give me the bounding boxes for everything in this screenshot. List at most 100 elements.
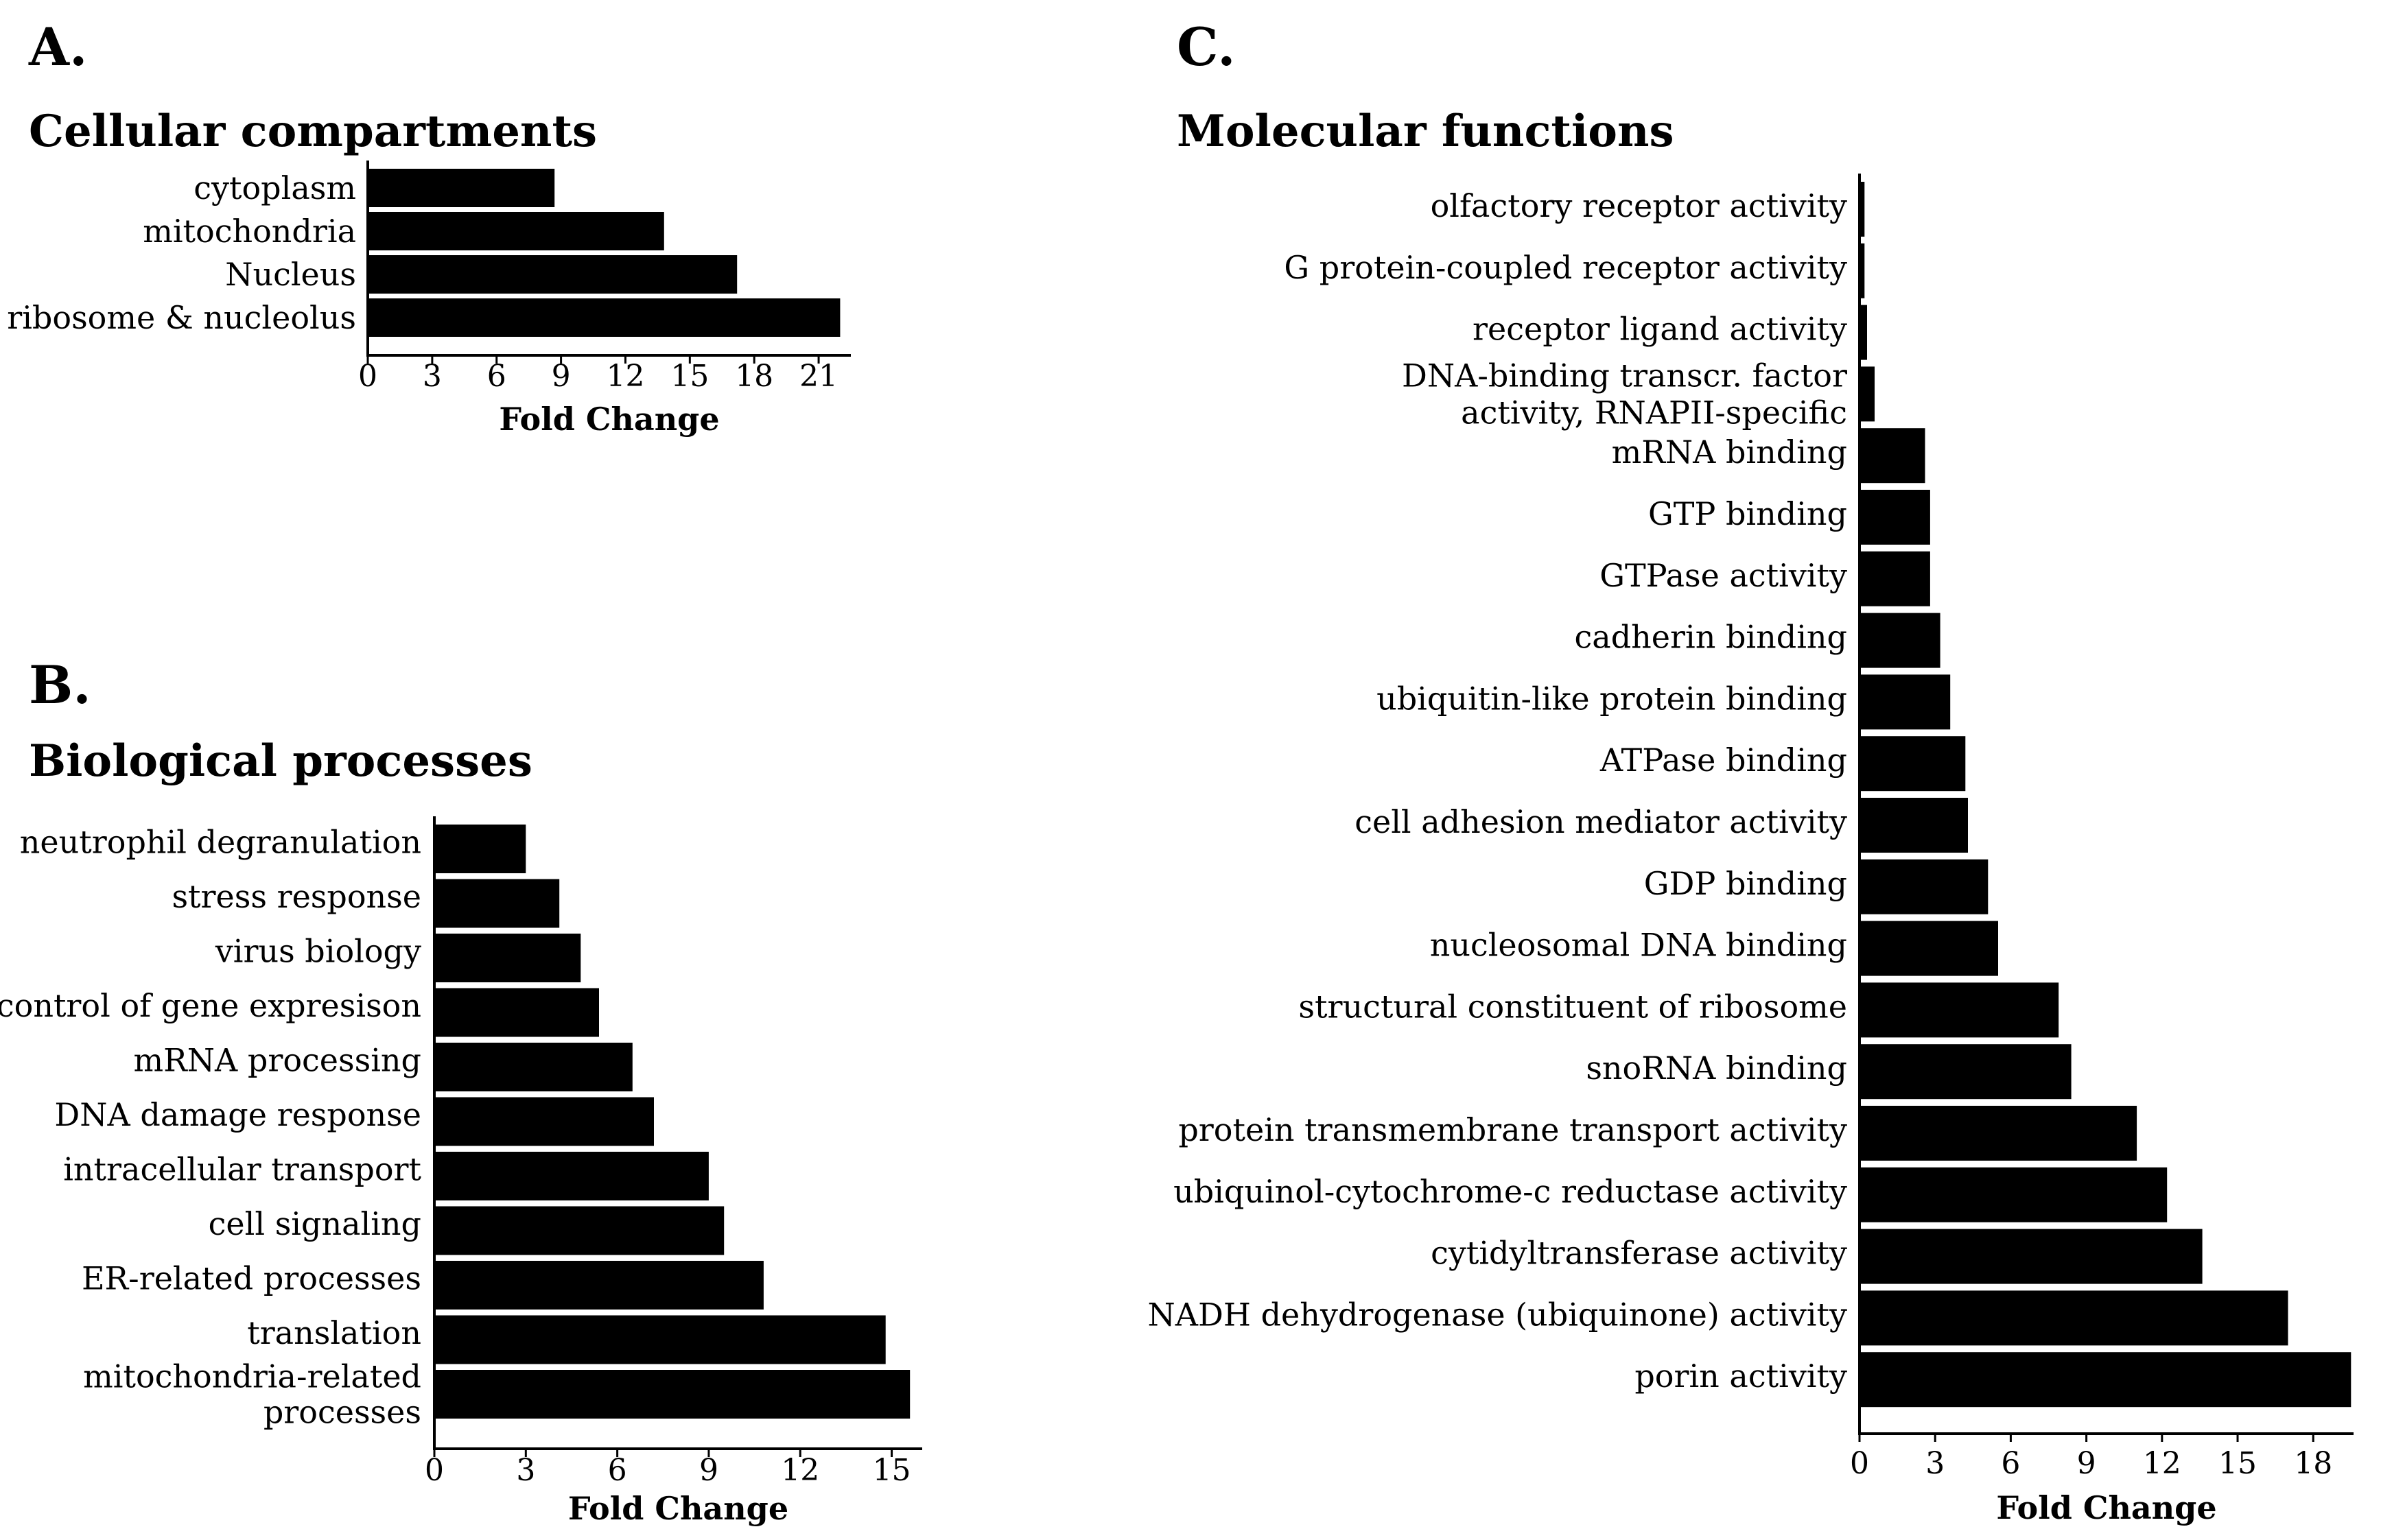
bar-mrna-processing [434, 1043, 633, 1091]
x-tick-label: 9 [699, 1453, 718, 1488]
panel-cellular-compartments: A. Cellular compartments cytoplasm mitochon… [7, 16, 851, 438]
category-label: Nucleus [225, 256, 356, 293]
bar-nucleus [368, 255, 738, 294]
bar-dna-binding-transcr-factor-activity-rnapii-specific [1860, 366, 1875, 422]
panel-title: Biological processes [29, 735, 532, 787]
category-label: GDP binding [1644, 865, 1847, 902]
category-label: snoRNA binding [1586, 1050, 1847, 1087]
bar-intracellular-transport [434, 1152, 709, 1200]
bar-olfactory-receptor-activity [1860, 182, 1865, 237]
x-tick-label: 6 [487, 359, 506, 394]
panel-letter: A. [28, 16, 87, 78]
x-tick-label: 12 [606, 359, 644, 394]
category-label-line: mitochondria-related [83, 1358, 421, 1395]
category-label: GTPase activity [1599, 557, 1847, 594]
bar-gdp-binding [1860, 859, 1989, 914]
x-tick-label: 3 [1925, 1446, 1945, 1481]
x-tick-label: 15 [2218, 1446, 2257, 1481]
category-label: DNA damage response [54, 1096, 421, 1133]
bar-control-of-gene-expresison [434, 988, 599, 1037]
bar-nadh-dehydrogenase-ubiquinone-activity [1860, 1290, 2288, 1346]
bar-virus-biology [434, 934, 581, 982]
x-tick-label: 6 [2001, 1446, 2020, 1481]
category-label: control of gene expresison [0, 987, 421, 1024]
panel-molecular-functions: C. Molecular functions olfactory receptor … [1148, 16, 2354, 1526]
x-tick-label: 9 [2077, 1446, 2096, 1481]
x-axis-title: Fold Change [499, 401, 719, 438]
bar-cytidyltransferase-activity [1860, 1229, 2203, 1284]
x-tick-label: 12 [781, 1453, 819, 1488]
category-label: DNA-binding transcr. factor activity, RNA… [1402, 357, 1847, 431]
category-label-line: DNA-binding transcr. factor [1402, 357, 1847, 394]
x-tick-label: 12 [2143, 1446, 2181, 1481]
category-label: translation [247, 1314, 421, 1351]
category-label: olfactory receptor activity [1431, 187, 1847, 224]
category-label: ER-related processes [82, 1260, 421, 1297]
bar-atpase-binding [1860, 736, 1966, 792]
bar-protein-transmembrane-transport-activity [1860, 1106, 2137, 1161]
category-label: nucleosomal DNA binding [1430, 927, 1847, 964]
category-label: cell adhesion mediator activity [1354, 803, 1847, 840]
category-label: G protein-coupled receptor activity [1284, 249, 1847, 286]
category-label: intracellular transport [63, 1151, 421, 1188]
category-label: neutrophil degranulation [20, 824, 421, 861]
category-label: mRNA binding [1612, 434, 1847, 471]
category-label: cytoplasm [193, 169, 356, 206]
bar-mrna-binding [1860, 428, 1925, 484]
x-tick-label: 6 [608, 1453, 627, 1488]
bar-er-related-processes [434, 1261, 764, 1310]
x-tick-label: 9 [552, 359, 571, 394]
panel-letter: C. [1177, 16, 1236, 78]
bar-translation [434, 1315, 886, 1364]
bar-dna-damage-response [434, 1097, 654, 1146]
category-label: NADH dehydrogenase (ubiquinone) activity [1148, 1296, 1847, 1333]
category-label: cytidyltransferase activity [1431, 1235, 1847, 1272]
x-tick-label: 15 [670, 359, 709, 394]
category-label: ATPase binding [1599, 742, 1847, 779]
bar-nucleosomal-dna-binding [1860, 921, 1998, 976]
category-label: protein transmembrane transport activity [1178, 1111, 1847, 1148]
x-axis-title: Fold Change [1996, 1489, 2216, 1526]
category-label: mRNA processing [134, 1042, 421, 1079]
bar-mitochondria [368, 212, 664, 250]
category-label: cadherin binding [1575, 619, 1847, 656]
category-label: ribosome & nucleolus [7, 299, 356, 336]
x-tick-label: 0 [1850, 1446, 1869, 1481]
x-tick-label: 18 [735, 359, 773, 394]
bar-neutrophil-degranulation [434, 825, 526, 873]
panel-letter: B. [29, 654, 91, 715]
x-tick-label: 21 [799, 359, 838, 394]
x-tick-label: 0 [358, 359, 377, 394]
category-label: ubiquitin-like protein binding [1376, 680, 1847, 717]
bar-cadherin-binding [1860, 613, 1940, 668]
bar-ubiquinol-cytochrome-c-reductase-activity [1860, 1167, 2168, 1222]
category-label: structural constituent of ribosome [1298, 988, 1847, 1025]
bar-cell-adhesion-mediator-activity [1860, 798, 1968, 853]
category-label: ubiquinol-cytochrome-c reductase activit… [1173, 1173, 1847, 1210]
category-label-line: activity, RNAPII-specific [1461, 394, 1847, 431]
bar-stress-response [434, 879, 560, 928]
bar-mitochondria-related-processes [434, 1370, 911, 1419]
category-label: cell signaling [209, 1205, 421, 1242]
bar-gtpase-activity [1860, 551, 1930, 606]
bar-g-protein-coupled-receptor-activity [1860, 243, 1865, 298]
bar-snorna-binding [1860, 1044, 2072, 1100]
x-tick-label: 3 [423, 359, 442, 394]
bar-structural-constituent-of-ribosome [1860, 982, 2059, 1038]
bar-porin-activity [1860, 1352, 2351, 1408]
category-label-line: processes [263, 1394, 421, 1431]
category-label: receptor ligand activity [1473, 311, 1847, 348]
bar-cell-signaling [434, 1206, 725, 1255]
bar-gtp-binding [1860, 490, 1930, 545]
bar-receptor-ligand-activity [1860, 305, 1867, 360]
category-label: GTP binding [1648, 495, 1847, 532]
x-axis-title: Fold Change [568, 1490, 788, 1527]
panel-title: Cellular compartments [29, 106, 597, 157]
x-tick-label: 3 [516, 1453, 535, 1488]
category-label: mitochondria [143, 213, 356, 250]
category-label: stress response [172, 878, 421, 915]
category-label: porin activity [1634, 1358, 1847, 1395]
panel-title: Molecular functions [1177, 106, 1674, 157]
panel-biological-processes: B. Biological processes neutrophil degranu… [0, 654, 922, 1527]
